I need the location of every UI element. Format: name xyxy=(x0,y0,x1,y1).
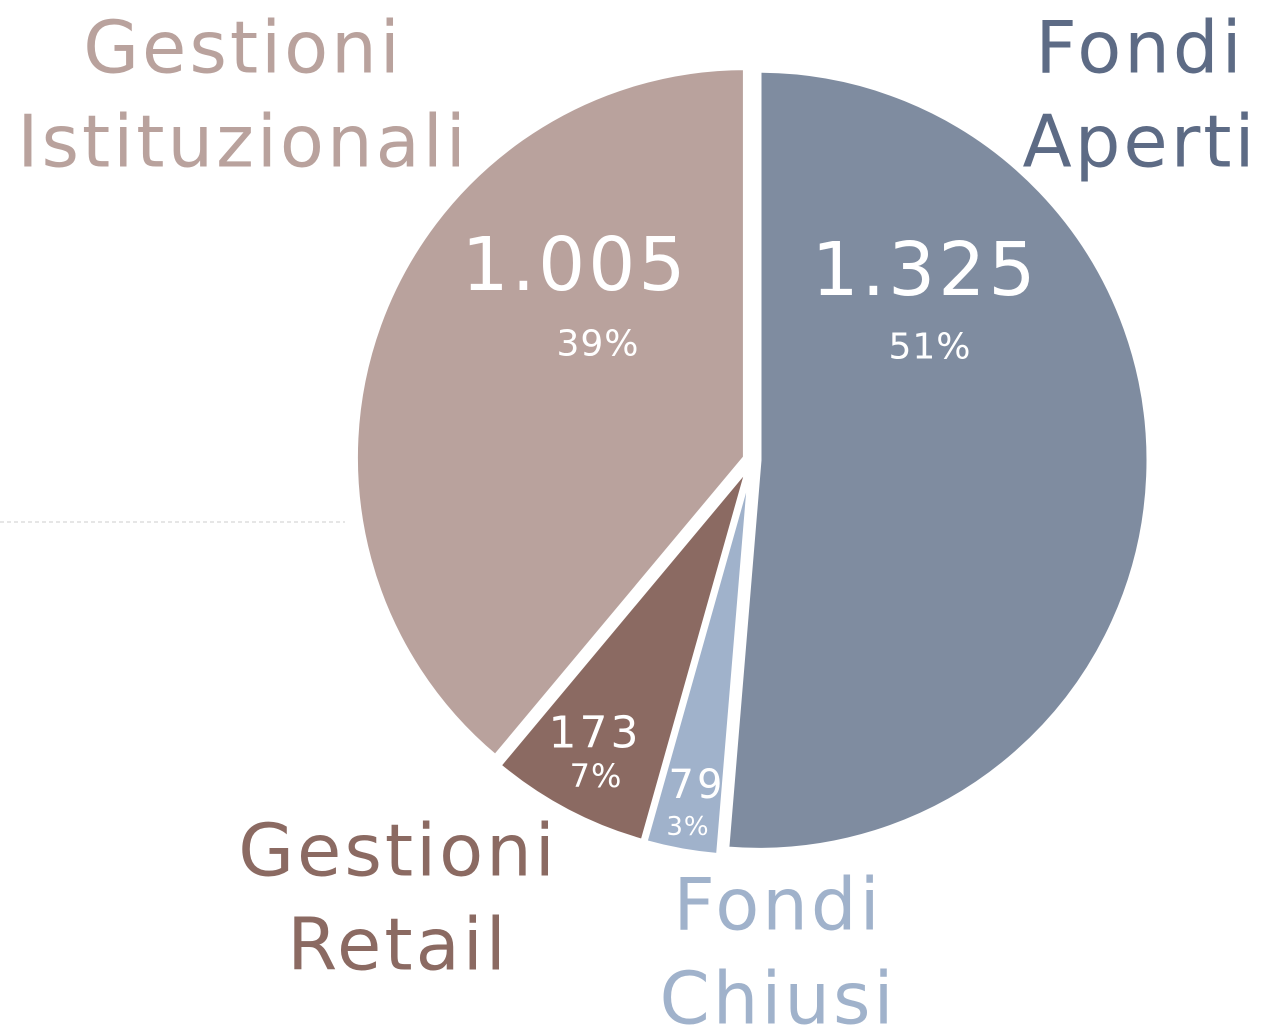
percent-label: 3% xyxy=(666,812,710,843)
value-label: 173 xyxy=(548,707,642,759)
legend-label: Gestioni Istituzionali xyxy=(17,5,469,183)
value-label: 1.325 xyxy=(811,226,1039,313)
legend-label: Gestioni Retail xyxy=(238,808,558,986)
pie-slice xyxy=(495,464,752,845)
legend-label: Fondi Chiusi xyxy=(659,862,897,1035)
value-label: 1.005 xyxy=(461,221,689,308)
value-label: 79 xyxy=(668,762,726,808)
pie-slice xyxy=(352,65,748,761)
percent-label: 7% xyxy=(569,757,623,796)
percent-label: 39% xyxy=(556,323,640,365)
legend-label: Fondi Aperti xyxy=(1022,5,1258,183)
percent-label: 51% xyxy=(888,326,972,368)
pie-slice xyxy=(724,67,1152,853)
